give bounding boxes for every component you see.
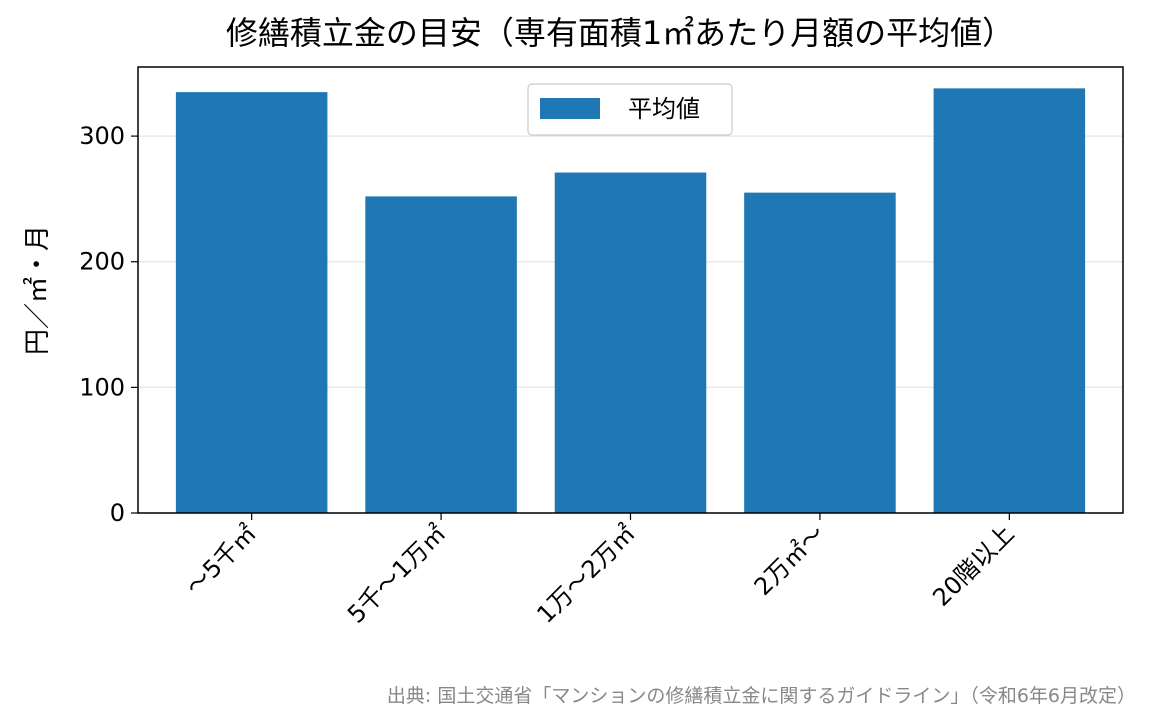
x-tick-label: 20階以上 — [927, 519, 1019, 611]
x-tick-label: 1万〜2万㎡ — [531, 519, 640, 628]
x-tick-label: 2万㎡〜 — [749, 519, 831, 601]
y-tick-label: 300 — [79, 122, 125, 150]
x-tick-label: 〜5千㎡ — [180, 519, 262, 601]
bar — [554, 172, 707, 513]
y-axis-ticks: 0 100 200 300 — [79, 122, 138, 527]
bar — [744, 192, 896, 514]
y-tick-label: 0 — [110, 499, 125, 527]
chart-title: 修繕積立金の目安（専有面積1㎡あたり月額の平均値） — [226, 14, 1014, 52]
bar — [933, 88, 1086, 513]
x-tick-label: 5千〜1万㎡ — [342, 519, 451, 628]
x-axis-ticks: 〜5千㎡ 5千〜1万㎡ 1万〜2万㎡ 2万㎡〜 20階以上 — [180, 513, 1020, 629]
bar — [365, 196, 517, 513]
legend-box — [527, 83, 733, 136]
legend-label: 平均値 — [628, 95, 700, 123]
y-tick-label: 100 — [79, 373, 125, 401]
bars — [175, 88, 1086, 514]
bar — [175, 92, 328, 513]
legend-swatch — [540, 98, 600, 119]
y-axis-label: 円／㎡・月 — [23, 225, 53, 355]
legend: 平均値 — [527, 83, 733, 136]
source-note: 出典: 国土交通省「マンションの修繕積立金に関するガイドライン」（令和6年6月改… — [387, 685, 1136, 707]
y-tick-label: 200 — [79, 248, 125, 276]
